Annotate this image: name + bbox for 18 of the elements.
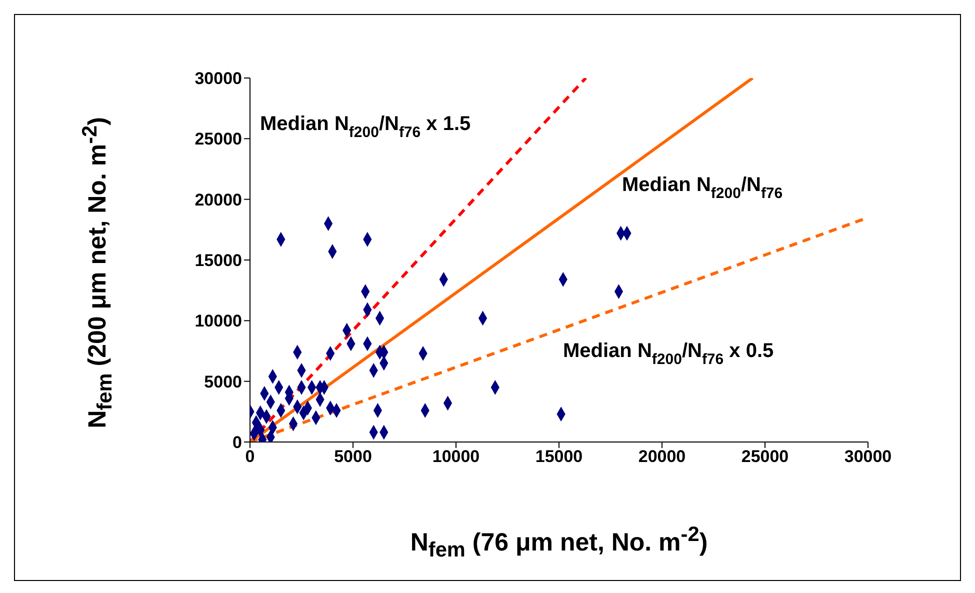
y-tick-label: 5000 [204, 372, 242, 392]
y-tick-label: 0 [232, 433, 242, 452]
x-tick-label: 10000 [432, 447, 480, 466]
x-tick-label: 5000 [334, 447, 372, 466]
annotation: Median N$_{f200}$/N$_{f76}$ [622, 174, 783, 202]
x-tick-label: 25000 [741, 447, 789, 466]
y-tick-label: 25000 [194, 130, 242, 149]
annotation: Median N$_{f200}$/N$_{f76}$ x 1.5 [260, 113, 471, 142]
x-tick-label: 20000 [638, 447, 686, 466]
x-tick-label: 15000 [535, 447, 583, 466]
x-axis-title: N$_{fem}$ (76 μm net, No. m$^{-2}$) [409, 523, 709, 562]
x-tick-label: 30000 [844, 447, 892, 466]
y-tick-label: 15000 [194, 251, 242, 270]
y-tick-label: 30000 [194, 69, 242, 88]
x-tick-label: 0 [245, 447, 255, 466]
y-tick-label: 10000 [194, 312, 242, 331]
y-tick-label: 20000 [194, 190, 242, 210]
annotation: Median N$_{f200}$/N$_{f76}$ x 0.5 [563, 340, 774, 368]
